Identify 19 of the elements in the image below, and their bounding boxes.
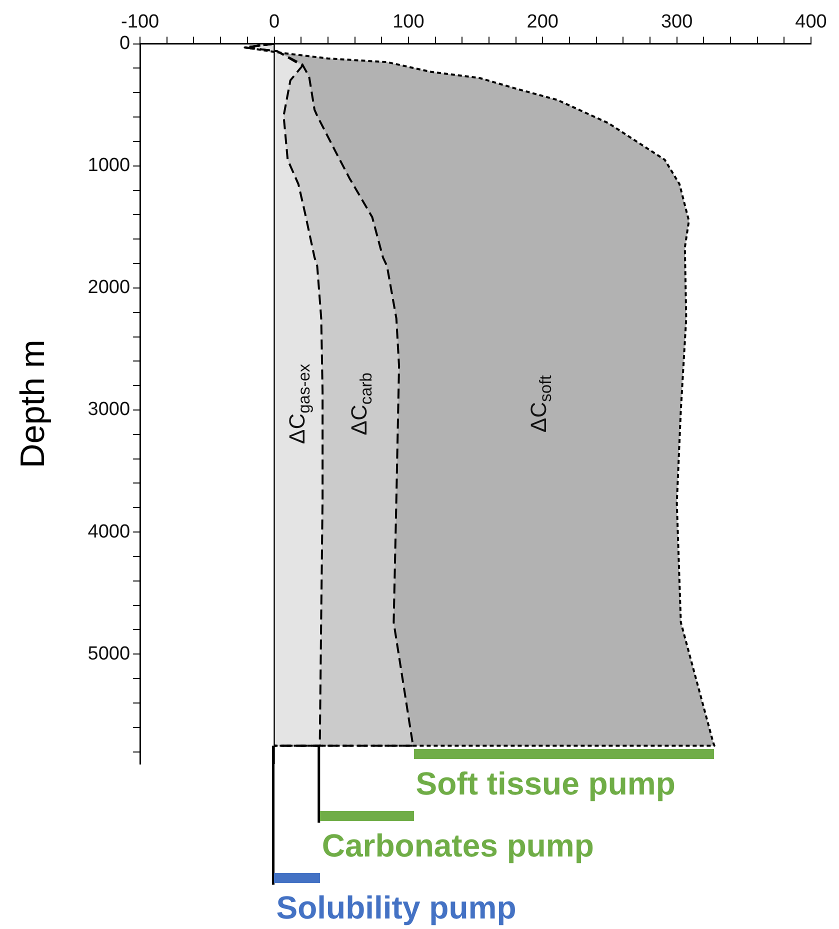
x-tick-label: 400 (795, 12, 827, 33)
y-tick-label: 5000 (88, 643, 130, 664)
x-tick-label: 300 (660, 12, 693, 33)
y-tick-label: 3000 (88, 399, 130, 420)
series-label: ΔCsoft (526, 374, 555, 432)
series-label: ΔCgas-ex (284, 363, 314, 444)
x-tick-label: 100 (392, 12, 424, 33)
text: Soft tissue pump (416, 766, 676, 802)
annotation: Solubility pump (276, 890, 516, 926)
y-tick-label: 2000 (88, 277, 130, 298)
y-tick-label: 0 (119, 33, 130, 54)
y-tick-label: 1000 (88, 155, 130, 176)
annotation: Carbonates pump (322, 828, 594, 864)
x-tick-label: 200 (526, 12, 558, 33)
y-axis-title: Depth m (14, 340, 52, 468)
y-tick-label: 4000 (88, 521, 130, 542)
series-label: ΔCcarb (346, 372, 376, 436)
x-tick-label: 0 (268, 12, 280, 33)
x-tick-label: -100 (121, 12, 160, 33)
